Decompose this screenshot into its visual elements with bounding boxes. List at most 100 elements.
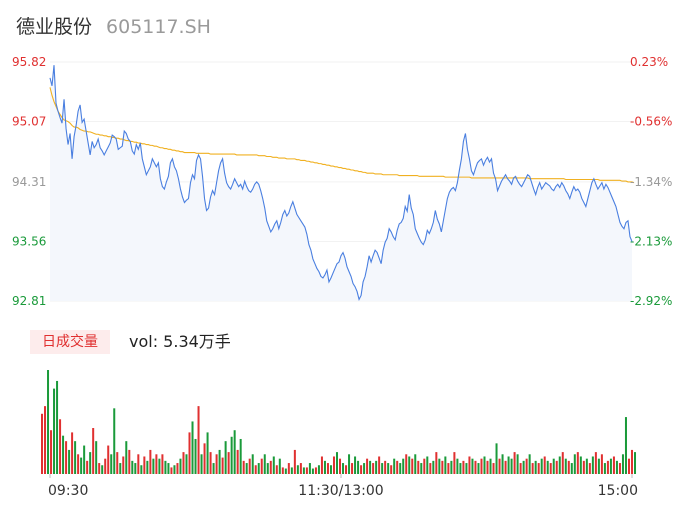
volume-bar [564, 458, 567, 474]
volume-bar [468, 456, 471, 474]
volume-bar [513, 452, 516, 474]
volume-bar [507, 456, 510, 474]
volume-bar [158, 458, 161, 474]
percent-tick-label: -0.56% [630, 115, 672, 129]
volume-bar [372, 463, 375, 474]
volume-bar [384, 460, 387, 474]
volume-bar [224, 441, 227, 474]
volume-bar [167, 463, 170, 474]
volume-bar [62, 435, 65, 474]
title-row: 德业股份 605117.SH [16, 12, 211, 40]
volume-bar [342, 463, 345, 474]
volume-bar [284, 468, 287, 474]
volume-bar [354, 456, 357, 474]
volume-bar [393, 458, 396, 474]
volume-bar [77, 454, 80, 474]
volume-bar [606, 460, 609, 474]
volume-bar [423, 458, 426, 474]
volume-bar [269, 460, 272, 474]
volume-bar [95, 441, 98, 474]
volume-bar [47, 370, 50, 474]
volume-bar [459, 463, 462, 474]
volume-bar [510, 458, 513, 474]
volume-bar [41, 413, 44, 474]
volume-bar [245, 463, 248, 474]
volume-bars [41, 370, 637, 474]
volume-bar [119, 463, 122, 474]
volume-bar [89, 452, 92, 474]
volume-bar [281, 467, 284, 474]
percent-axis-labels: 0.23% -0.56% -1.34% -2.13% -2.92% [630, 55, 672, 308]
volume-bar [456, 458, 459, 474]
volume-bar [525, 458, 528, 474]
volume-bar [122, 456, 125, 474]
volume-bar [257, 463, 260, 474]
volume-bar [405, 454, 408, 474]
price-tick-label: 94.31 [12, 175, 46, 189]
volume-bar [98, 463, 101, 474]
volume-bar [420, 463, 423, 474]
volume-bar [579, 456, 582, 474]
volume-bar [80, 457, 83, 474]
volume-bar [137, 454, 140, 474]
volume-bar [465, 463, 468, 474]
volume-bar [299, 463, 302, 474]
volume-bar [471, 458, 474, 474]
volume-bar [528, 454, 531, 474]
volume-bar [408, 456, 411, 474]
volume-bar [411, 458, 414, 474]
volume-bar [197, 406, 200, 474]
volume-bar [634, 452, 637, 474]
volume-bar [140, 465, 143, 474]
volume-bar [576, 452, 579, 474]
volume-bar [396, 460, 399, 474]
volume-bar [516, 454, 519, 474]
volume-bar [630, 449, 633, 474]
volume-bar [474, 460, 477, 474]
volume-bar [215, 454, 218, 474]
volume-bar [363, 463, 366, 474]
volume-bar [495, 443, 498, 474]
volume-bar [131, 460, 134, 474]
volume-bar [567, 460, 570, 474]
volume-bar [107, 445, 110, 474]
volume-bar [549, 463, 552, 474]
volume-bar [248, 458, 251, 474]
volume-bar [134, 463, 137, 474]
volume-bar [296, 465, 299, 474]
volume-bar [50, 430, 53, 474]
volume-bar [597, 458, 600, 474]
volume-bar [480, 458, 483, 474]
volume-bar [486, 460, 489, 474]
volume-bar [212, 463, 215, 474]
volume-bar [381, 463, 384, 474]
volume-bar [125, 441, 128, 474]
price-axis-labels: 95.82 95.07 94.31 93.56 92.81 [12, 55, 46, 308]
volume-bar [272, 456, 275, 474]
volume-bar [561, 452, 564, 474]
volume-bar [534, 460, 537, 474]
volume-bar [624, 417, 627, 474]
volume-bar [128, 449, 131, 474]
volume-bar [399, 463, 402, 474]
time-tick-label: 11:30/13:00 [298, 483, 383, 499]
volume-bar [477, 463, 480, 474]
volume-bar [323, 460, 326, 474]
volume-bar [441, 460, 444, 474]
volume-bar [387, 463, 390, 474]
volume-period-badge[interactable]: 日成交量 [30, 330, 110, 354]
volume-bar [339, 458, 342, 474]
volume-bar [504, 460, 507, 474]
volume-bar [218, 449, 221, 474]
volume-bar [92, 428, 95, 474]
volume-bar [435, 452, 438, 474]
volume-bar [161, 454, 164, 474]
volume-bar [450, 460, 453, 474]
volume-bar [582, 460, 585, 474]
volume-bar [152, 458, 155, 474]
volume-bar [417, 460, 420, 474]
volume-bar [179, 458, 182, 474]
volume-bar [317, 465, 320, 474]
volume-bar [432, 460, 435, 474]
